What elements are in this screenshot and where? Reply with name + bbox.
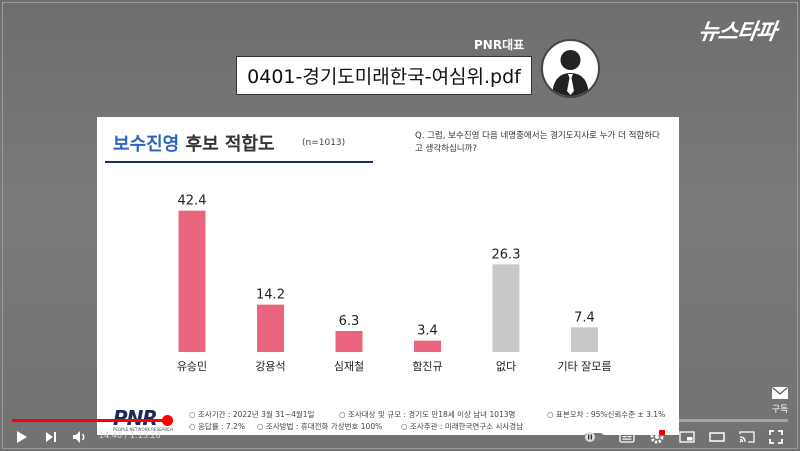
- progress-scrubber[interactable]: [162, 415, 174, 426]
- speaker-name: PNR대표: [474, 38, 525, 52]
- category-label: 없다: [496, 360, 516, 373]
- poll-bar-chart: 42.4 유승민 14.2 강용석 6.3 심재철 3.4 함진규 26.3 없다 7.4 기타 잘모…: [177, 194, 612, 373]
- slide-title-accent: 보수진영: [113, 134, 180, 155]
- cast-icon[interactable]: [737, 428, 757, 446]
- fullscreen-icon[interactable]: [766, 428, 786, 446]
- bar-value-label: 14.2: [256, 288, 285, 303]
- note-target: ○ 조사대상 및 규모 : 경기도 만18세 이상 남녀 1013명: [339, 410, 516, 419]
- category-label: 함진규: [412, 360, 442, 373]
- subtitles-icon[interactable]: [617, 428, 637, 446]
- theater-mode-icon[interactable]: [707, 428, 727, 446]
- progress-played: [12, 419, 168, 422]
- bar-value-label: 6.3: [339, 314, 360, 329]
- note-sponsor: ○ 조사주관 : 미래한국연구소 시사경남: [401, 422, 524, 431]
- slide-title: 보수진영 후보 적합도: [113, 130, 275, 156]
- bar-value-label: 26.3: [492, 247, 521, 262]
- slide-footer: PNR PEOPLE NETWORK RESEARCH ○ 조사기간 : 202…: [97, 405, 679, 435]
- bar-value-label: 7.4: [574, 310, 595, 325]
- note-period: ○ 조사기간 : 2022년 3월 31~4월1일: [189, 410, 315, 419]
- slide-title-rest: 후보 적합도: [179, 134, 275, 155]
- pnr-logo-sub: PEOPLE NETWORK RESEARCH: [113, 427, 173, 432]
- bar-0: [178, 210, 206, 352]
- bar-1: [257, 304, 284, 352]
- play-icon[interactable]: [12, 428, 32, 446]
- settings-gear-icon[interactable]: [647, 428, 667, 446]
- progress-bar[interactable]: [12, 415, 788, 426]
- note-error: ○ 표본오차 : 95%신뢰수준 ± 3.1%: [547, 410, 666, 419]
- miniplayer-icon[interactable]: [677, 428, 697, 446]
- time-current: 14:40: [99, 431, 123, 440]
- category-label: 심재철: [334, 360, 364, 373]
- pnr-logo: PNR: [113, 406, 158, 430]
- bar-3: [414, 340, 441, 352]
- subscribe-button[interactable]: 구독: [768, 387, 792, 415]
- mail-icon: [772, 387, 788, 399]
- category-label: 기타 잘모름: [557, 360, 611, 373]
- volume-icon[interactable]: [70, 428, 90, 446]
- channel-logo: 뉴스타파: [696, 20, 778, 45]
- category-label: 강용석: [255, 360, 285, 373]
- category-label: 유승민: [177, 360, 207, 373]
- subscribe-label: 구독: [771, 405, 789, 415]
- player-controls: 14:40 / 1:13:20: [0, 426, 800, 448]
- bar-4: [492, 264, 520, 352]
- sample-size: (n=1013): [302, 138, 346, 148]
- survey-question: Q. 그럼, 보수진영 다음 네명중에서는 경기도지사로 누가 더 적합하다고 …: [415, 131, 660, 154]
- file-name-label: 0401-경기도미래한국-여심위.pdf: [236, 56, 532, 95]
- autoplay-toggle-icon[interactable]: [582, 428, 606, 446]
- time-display: 14:40 / 1:13:20: [99, 431, 161, 440]
- note-response-rate: ○ 응답률 : 7.2%: [189, 422, 245, 431]
- time-total: 1:13:20: [129, 431, 161, 440]
- bar-value-label: 3.4: [417, 324, 438, 339]
- time-separator: /: [122, 431, 130, 440]
- bar-5: [571, 327, 598, 352]
- title-underline: [105, 161, 373, 163]
- bar-2: [335, 331, 363, 352]
- poll-slide: 보수진영 후보 적합도 (n=1013) Q. 그럼, 보수진영 다음 네명중에…: [97, 117, 679, 435]
- bar-value-label: 42.4: [178, 194, 207, 209]
- speaker-avatar-icon: [541, 39, 600, 98]
- next-icon[interactable]: [41, 428, 61, 446]
- note-method: ○ 조사방법 : 휴대전화 가상번호 100%: [257, 422, 383, 431]
